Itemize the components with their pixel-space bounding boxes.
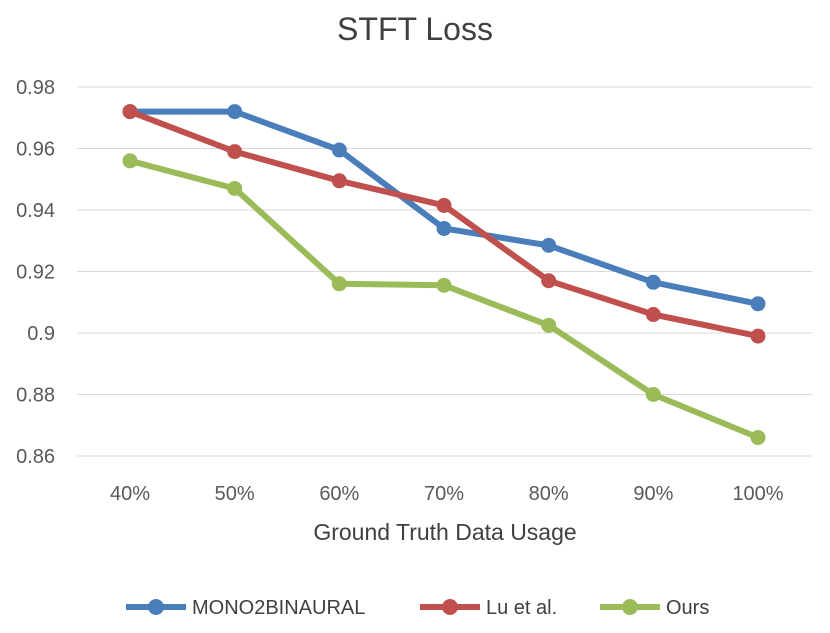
- series-1: [122, 104, 766, 344]
- x-tick-label: 90%: [633, 483, 673, 505]
- legend-marker: [148, 599, 164, 615]
- data-point: [750, 296, 766, 312]
- data-point: [331, 142, 347, 158]
- data-point: [436, 220, 452, 236]
- legend-marker: [442, 599, 458, 615]
- y-tick-label: 0.86: [16, 446, 55, 468]
- legend-label: MONO2BINAURAL: [192, 597, 365, 619]
- data-point: [122, 153, 138, 169]
- data-point: [541, 237, 557, 253]
- y-axis-ticks: 0.86 0.88 0.9 0.92 0.94 0.96 0.98: [16, 77, 55, 468]
- series-0: [122, 104, 766, 312]
- x-tick-label: 70%: [424, 483, 464, 505]
- x-tick-label: 60%: [319, 483, 359, 505]
- legend-item-1: Lu et al.: [420, 597, 557, 619]
- data-point: [750, 328, 766, 344]
- x-tick-label: 40%: [110, 483, 150, 505]
- legend-item-2: Ours: [600, 597, 709, 619]
- x-tick-label: 80%: [529, 483, 569, 505]
- y-tick-label: 0.96: [16, 139, 55, 161]
- y-tick-label: 0.94: [16, 200, 55, 222]
- data-point: [227, 104, 243, 120]
- y-tick-label: 0.98: [16, 77, 55, 99]
- data-point: [645, 307, 661, 323]
- series-2: [122, 153, 766, 446]
- legend-marker: [622, 599, 638, 615]
- legend-label: Lu et al.: [486, 597, 557, 619]
- chart-title: STFT Loss: [337, 11, 493, 47]
- data-point: [122, 104, 138, 120]
- x-axis-label: Ground Truth Data Usage: [313, 519, 576, 545]
- data-point: [331, 276, 347, 292]
- y-tick-label: 0.88: [16, 385, 55, 407]
- legend-item-0: MONO2BINAURAL: [126, 597, 365, 619]
- x-axis-ticks: 40% 50% 60% 70% 80% 90% 100%: [110, 483, 784, 505]
- x-tick-label: 50%: [215, 483, 255, 505]
- data-point: [227, 144, 243, 160]
- legend: MONO2BINAURAL Lu et al. Ours: [126, 597, 709, 619]
- y-tick-label: 0.9: [27, 323, 55, 345]
- gridlines: [77, 86, 812, 457]
- y-tick-label: 0.92: [16, 262, 55, 284]
- data-point: [645, 387, 661, 402]
- data-point: [436, 277, 452, 293]
- data-point: [541, 317, 557, 333]
- series-lines: [122, 104, 766, 446]
- x-tick-label: 100%: [732, 483, 783, 505]
- legend-label: Ours: [666, 597, 709, 619]
- data-point: [227, 180, 243, 196]
- data-point: [436, 197, 452, 213]
- data-point: [331, 173, 347, 189]
- data-point: [541, 273, 557, 289]
- data-point: [750, 430, 766, 446]
- data-point: [645, 274, 661, 290]
